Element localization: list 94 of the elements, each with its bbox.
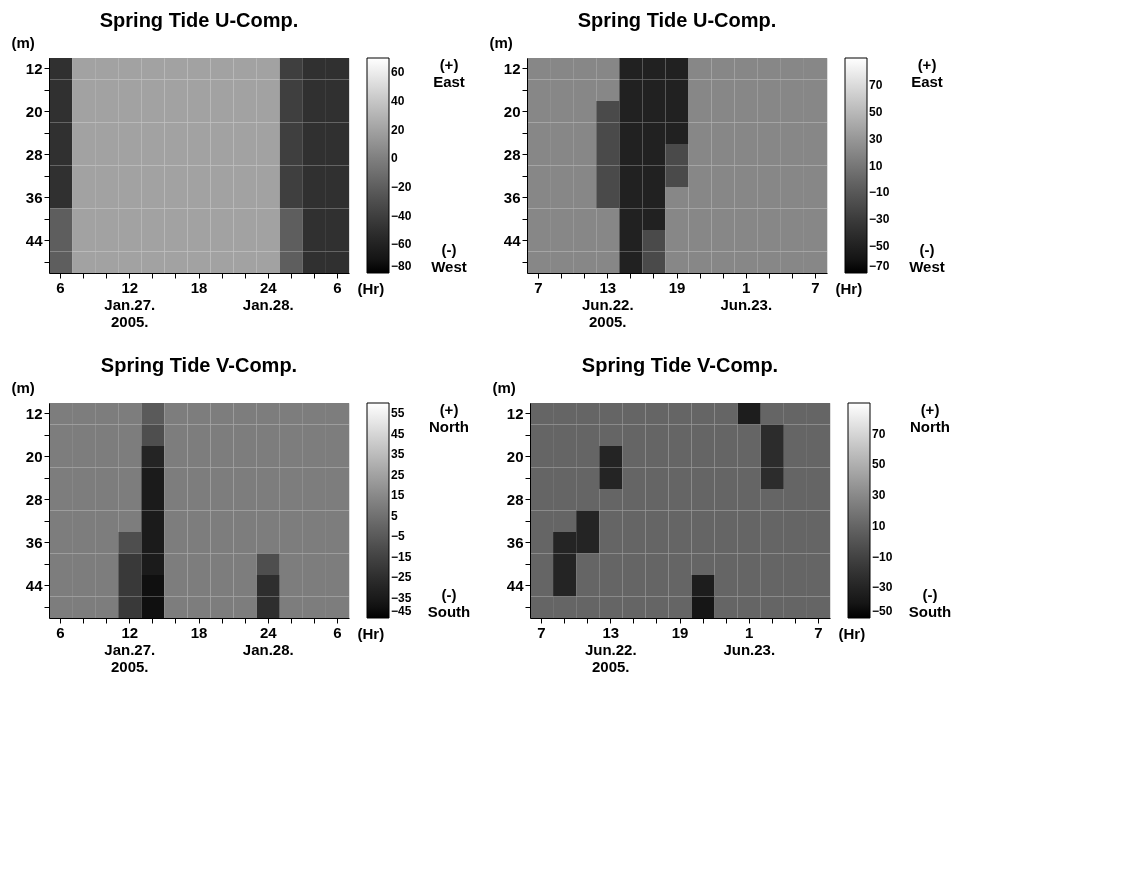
x-tick-label: 1 Jun.23. [720,278,773,313]
color-bar-label: −60 [391,237,412,252]
x-tick-label: 19 [671,623,689,641]
y-tick-label: 44 [503,231,522,249]
color-bar-label: −30 [869,212,890,227]
text: (+) North [429,401,469,435]
y-tick-label: 44 [25,576,44,594]
color-bar-label: −40 [391,208,412,223]
chart-title: Spring Tide V-Comp. [100,354,298,376]
color-bar-label: 70 [869,77,883,92]
color-bar-label: −70 [869,259,890,273]
color-bar-label: −25 [391,570,412,585]
chart-title: Spring Tide V-Comp. [581,354,779,376]
color-bar-label: −50 [869,239,890,254]
x-tick-label: 7 [534,278,543,296]
x-tick-label: 12 Jan.27. 2005. [104,623,156,675]
color-bar-label: 55 [391,406,405,421]
y-tick-label: 36 [25,533,43,551]
color-bar-label: 60 [391,65,405,80]
x-tick-label: 1 Jun.23. [723,623,776,658]
y-tick-label: 20 [25,102,43,120]
x-tick-label: 7 [537,623,546,641]
color-bar-label: 10 [872,518,886,533]
color-bar-label: 50 [869,104,883,119]
color-bar-label: 5 [391,508,398,523]
color-bar-label: −50 [872,604,893,618]
y-axis-title: (m) [492,378,516,396]
y-tick-label: 36 [506,533,524,551]
text: (+) North [910,401,950,435]
y-tick-label: 12 [25,404,43,422]
x-tick-label: 24 Jan.28. [242,278,294,313]
x-axis-title: (Hr) [835,279,863,297]
color-bar-label: 10 [869,158,883,173]
color-bar-label: 40 [391,94,405,108]
color-bar-label: 70 [872,426,886,441]
x-tick-label: 6 [56,278,65,296]
y-axis-title: (m) [11,33,35,51]
x-axis-title: (Hr) [357,279,385,297]
y-tick-label: 28 [506,490,524,508]
y-tick-label: 20 [503,102,521,120]
y-tick-label: 12 [506,404,524,422]
x-tick-label: 6 [333,623,342,641]
chart-title: Spring Tide U-Comp. [577,9,777,31]
x-tick-label: 6 [56,623,65,641]
x-axis-title: (Hr) [357,624,385,642]
x-tick-label: 7 [814,623,823,641]
y-axis-title: (m) [11,378,35,396]
color-bar-label: 20 [391,122,405,137]
y-tick-label: 44 [25,231,44,249]
y-tick-label: 28 [503,145,521,163]
x-tick-label: 13 Jun.22. 2005. [584,623,637,675]
text: (+) East [911,56,943,90]
y-tick-label: 12 [25,59,43,77]
x-tick-label: 12 Jan.27. 2005. [104,278,156,330]
y-axis-title: (m) [489,33,513,51]
text: (-) South [908,586,952,620]
color-bar-label: 0 [391,151,398,166]
color-bar-label: 30 [869,131,883,146]
x-axis-title: (Hr) [838,624,866,642]
y-tick-label: 28 [25,145,43,163]
color-bar-label: 50 [872,457,886,472]
x-tick-label: 13 Jun.22. 2005. [581,278,634,330]
color-bar-label: −80 [391,259,412,273]
y-tick-label: 20 [25,447,43,465]
color-bar-label: −10 [872,549,893,564]
text: (-) West [431,241,467,275]
y-tick-label: 12 [503,59,521,77]
x-tick-label: 18 [190,623,208,641]
color-bar-label: −30 [872,580,893,595]
y-tick-label: 36 [25,188,43,206]
chart-title: Spring Tide U-Comp. [99,9,299,31]
color-bar-label: −20 [391,180,412,194]
color-bar-label: 25 [391,467,405,482]
color-bar-label: −35 [391,590,412,605]
color-bar-label: −5 [391,529,406,544]
color-bar-label: 45 [391,426,405,441]
text: (-) West [909,241,945,275]
x-tick-label: 6 [333,278,342,296]
x-tick-label: 24 Jan.28. [242,623,294,658]
color-bar-label: −15 [391,549,412,564]
x-tick-label: 19 [668,278,686,296]
text: (-) South [427,586,471,620]
y-tick-label: 20 [506,447,524,465]
color-bar-label: −10 [869,185,890,200]
x-tick-label: 18 [190,278,208,296]
y-tick-label: 44 [506,576,525,594]
y-tick-label: 36 [503,188,521,206]
color-bar-label: −45 [391,604,412,618]
y-tick-label: 28 [25,490,43,508]
color-bar-label: 15 [391,488,405,503]
color-bar-label: 35 [391,447,405,462]
color-bar-label: 30 [872,488,886,503]
text: (+) East [433,56,465,90]
x-tick-label: 7 [811,278,820,296]
